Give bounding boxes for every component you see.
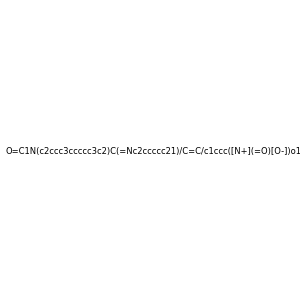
Text: O=C1N(c2ccc3ccccc3c2)C(=Nc2ccccc21)/C=C/c1ccc([N+](=O)[O-])o1: O=C1N(c2ccc3ccccc3c2)C(=Nc2ccccc21)/C=C/… (6, 147, 300, 156)
